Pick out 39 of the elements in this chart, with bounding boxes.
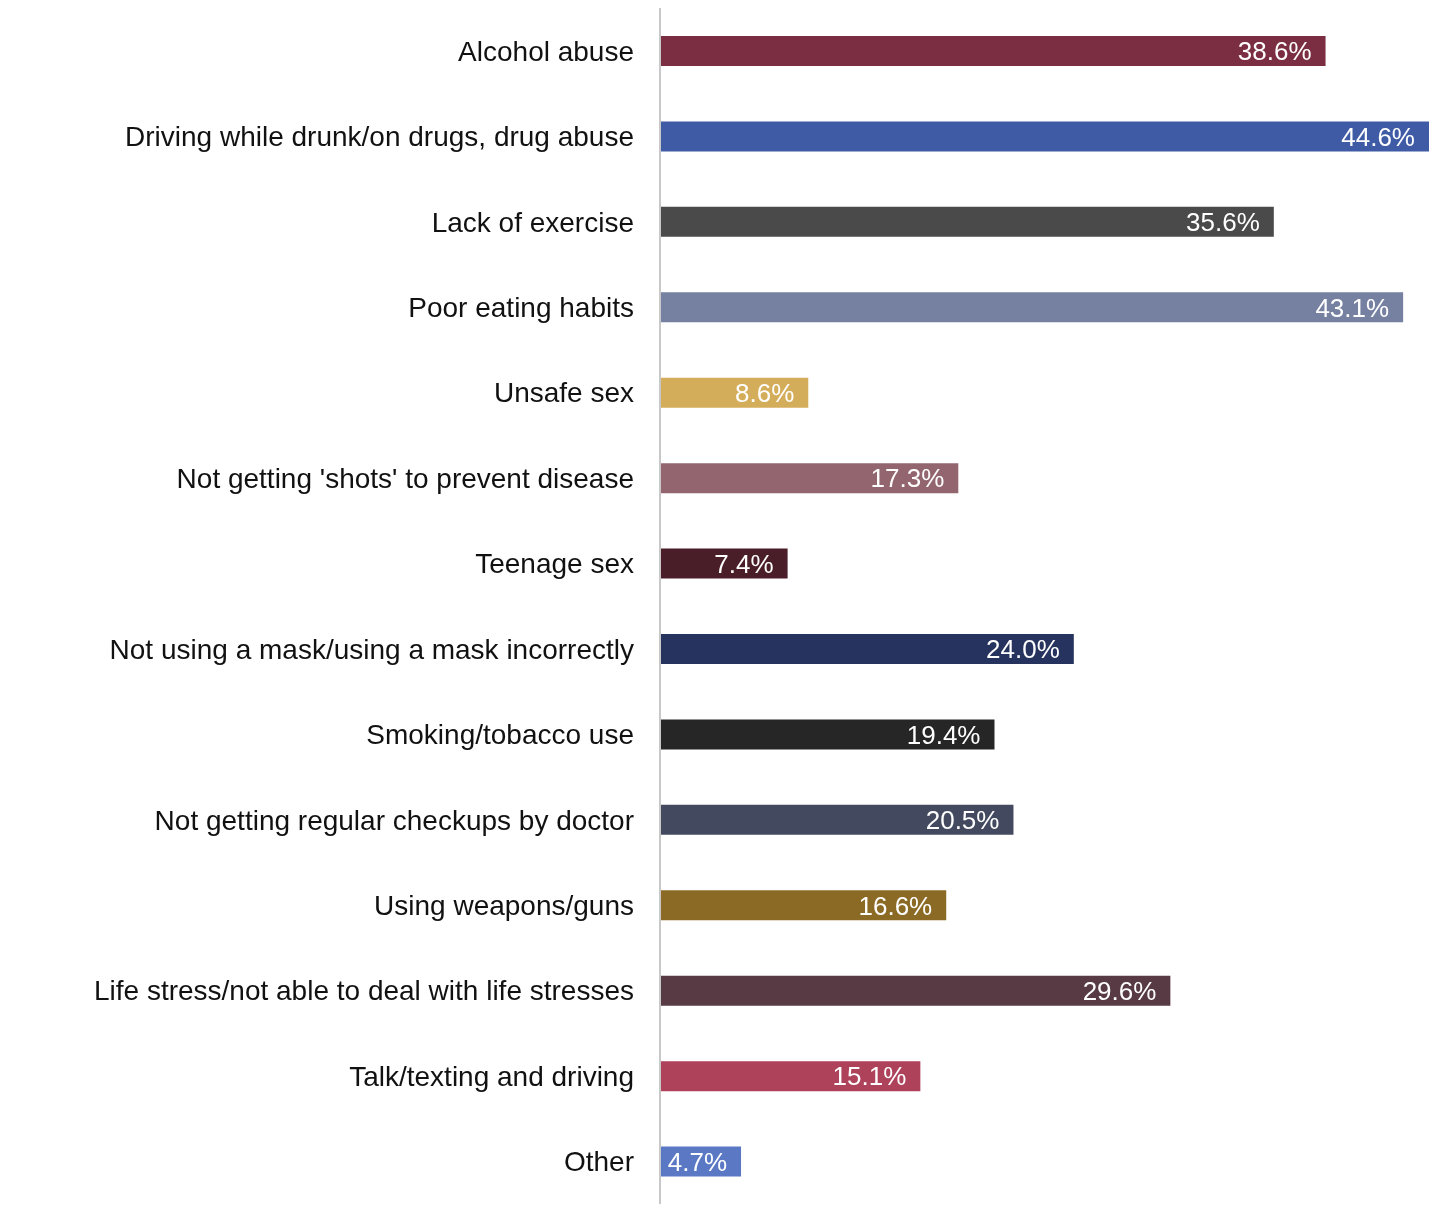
data-label: 7.4% [714, 548, 774, 579]
bar [660, 890, 947, 921]
data-label: 16.6% [858, 890, 933, 921]
data-label: 15.1% [832, 1061, 907, 1092]
data-label: 17.3% [870, 463, 945, 494]
y-tick-label: Poor eating habits [408, 291, 634, 323]
y-tick-label: Talk/texting and driving [349, 1060, 634, 1092]
data-label: 4.7% [667, 1146, 728, 1177]
data-label: 29.6% [1082, 975, 1157, 1006]
data-label: 24.0% [986, 634, 1060, 665]
y-tick-label: Lack of exercise [431, 206, 634, 238]
bar [660, 206, 1274, 237]
y-tick-label: Not using a mask/using a mask incorrectly [109, 633, 634, 665]
bar [660, 975, 1171, 1006]
data-label: 8.6% [735, 377, 795, 408]
bar [660, 634, 1074, 664]
data-label: 20.5% [925, 805, 1000, 836]
y-tick-label: Teenage sex [475, 548, 634, 580]
data-label: 19.4% [906, 719, 981, 750]
bar [660, 292, 1404, 323]
data-label: 38.6% [1237, 36, 1312, 67]
y-tick-label: Life stress/not able to deal with life stresses [93, 975, 634, 1007]
data-label: 44.6% [1341, 121, 1415, 152]
y-tick-label: Alcohol abuse [458, 35, 634, 67]
bar [660, 804, 1014, 835]
y-tick-label: Other [563, 1146, 634, 1178]
y-tick-label: Not getting 'shots' to prevent disease [176, 462, 634, 494]
y-tick-label: Smoking/tobacco use [366, 719, 634, 751]
y-tick-label: Driving while drunk/on drugs, drug abuse [125, 121, 634, 153]
bar [660, 36, 1326, 66]
y-tick-label: Using weapons/guns [374, 889, 634, 921]
bar [660, 1061, 921, 1092]
bar [660, 121, 1429, 152]
bar [660, 719, 995, 750]
data-label: 43.1% [1315, 292, 1390, 323]
y-tick-label: Unsafe sex [493, 377, 634, 409]
bar [660, 463, 959, 494]
data-label: 35.6% [1186, 207, 1260, 238]
y-tick-label: Not getting regular checkups by doctor [154, 804, 634, 836]
